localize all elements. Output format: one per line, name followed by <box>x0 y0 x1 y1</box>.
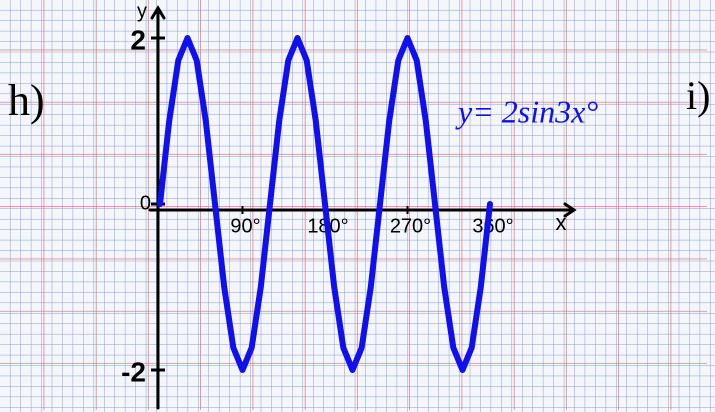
part-label: h) <box>8 76 45 125</box>
y-axis-label: y <box>137 0 147 22</box>
equation: y= 2sin3x° <box>455 93 598 129</box>
x-tick-label: 90° <box>230 215 260 237</box>
x-tick-label: 360° <box>472 215 513 237</box>
part-label: i) <box>686 73 710 118</box>
y-arrow <box>150 5 166 20</box>
y-tick-label: 0 <box>140 192 151 214</box>
x-axis-label: x <box>556 210 567 235</box>
x-tick-label: 270° <box>390 215 431 237</box>
data-line <box>157 35 493 373</box>
y-tick-label: 2 <box>130 24 146 55</box>
y-tick-label: -2 <box>121 356 146 387</box>
x-arrow <box>563 202 577 218</box>
